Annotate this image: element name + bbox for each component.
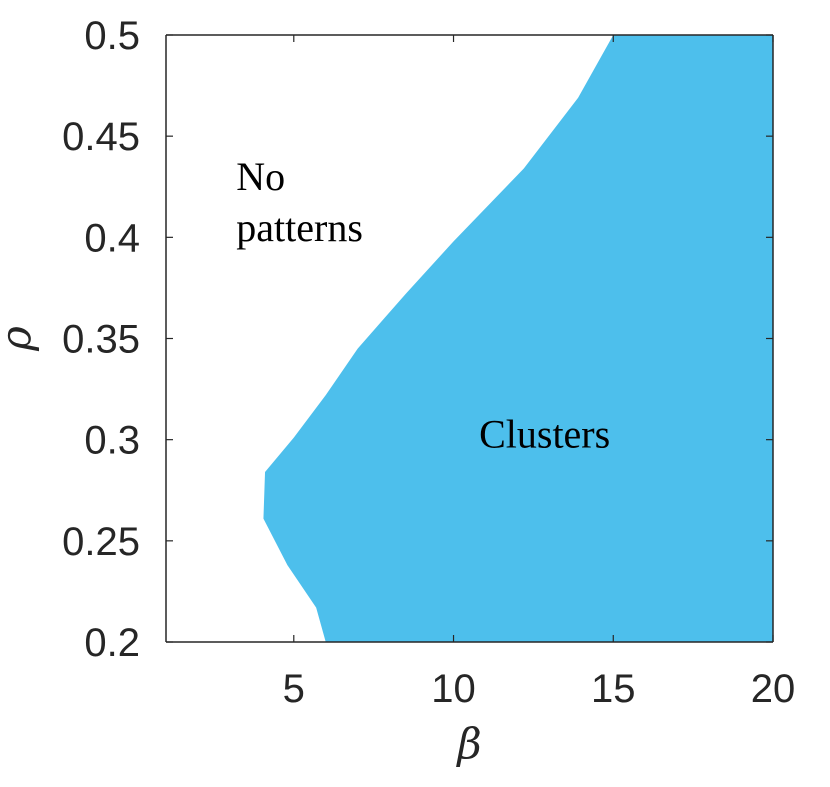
y-ticks: 0.2 0.25 0.3 0.35 0.4 0.45 0.5 <box>62 14 773 665</box>
y-tick-label: 0.45 <box>62 115 140 159</box>
clusters-label: Clusters <box>479 412 610 457</box>
y-tick-label: 0.5 <box>84 14 140 58</box>
x-tick-label: 15 <box>591 667 636 711</box>
x-ticks: 5 10 15 20 <box>283 35 796 711</box>
clusters-region <box>263 35 773 642</box>
y-tick-label: 0.3 <box>84 419 140 463</box>
y-tick-label: 0.35 <box>62 318 140 362</box>
x-tick-label: 10 <box>431 667 476 711</box>
x-tick-label: 5 <box>283 667 305 711</box>
no-patterns-label: No patterns <box>236 154 363 250</box>
y-tick-label: 0.2 <box>84 621 140 665</box>
y-tick-label: 0.4 <box>84 216 140 260</box>
no-patterns-line-1: No <box>236 154 285 199</box>
x-tick-label: 20 <box>751 667 796 711</box>
x-axis-label: β <box>455 719 481 768</box>
y-tick-label: 0.25 <box>62 520 140 564</box>
no-patterns-line-2: patterns <box>236 205 363 250</box>
y-axis-label: ρ <box>0 326 40 352</box>
